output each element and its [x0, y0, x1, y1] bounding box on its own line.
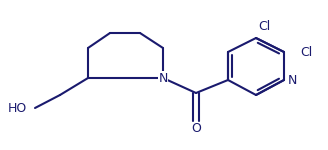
Text: O: O: [191, 123, 201, 135]
Text: N: N: [158, 72, 168, 84]
Text: HO: HO: [8, 102, 27, 114]
Text: Cl: Cl: [258, 20, 270, 33]
Text: N: N: [288, 74, 297, 87]
Text: Cl: Cl: [300, 45, 312, 58]
